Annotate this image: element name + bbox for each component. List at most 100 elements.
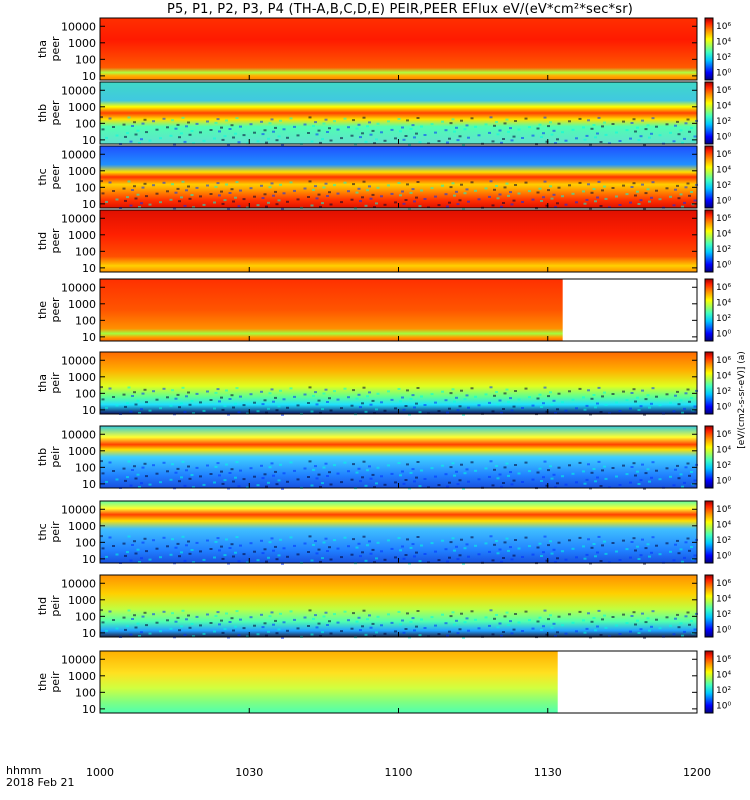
noise-speck bbox=[651, 536, 655, 539]
noise-speck bbox=[373, 142, 376, 145]
noise-speck bbox=[138, 561, 141, 563]
noise-speck bbox=[460, 538, 463, 541]
noise-speck bbox=[134, 626, 138, 629]
noise-speck bbox=[267, 201, 270, 204]
y-tick-label: 1000 bbox=[68, 520, 96, 533]
colorbar-tick-label: 10⁶ bbox=[716, 86, 731, 96]
noise-speck bbox=[453, 623, 456, 626]
noise-speck bbox=[538, 467, 542, 470]
noise-speck bbox=[296, 404, 300, 407]
noise-speck bbox=[611, 542, 615, 544]
noise-speck bbox=[587, 538, 590, 541]
colorbar-tick-label: 10⁶ bbox=[716, 22, 731, 32]
noise-speck bbox=[564, 203, 568, 206]
y-tick-label: 10000 bbox=[61, 653, 96, 666]
noise-speck bbox=[571, 128, 575, 131]
noise-speck bbox=[441, 613, 444, 616]
noise-speck bbox=[463, 398, 467, 401]
noise-speck bbox=[669, 624, 672, 627]
noise-speck bbox=[270, 182, 274, 185]
noise-speck bbox=[268, 186, 272, 189]
noise-speck bbox=[646, 188, 650, 191]
noise-speck bbox=[514, 539, 517, 541]
noise-speck bbox=[688, 474, 691, 477]
ylabel-species: peir bbox=[49, 372, 62, 394]
noise-speck bbox=[632, 388, 636, 391]
colorbar-tick-label: 10⁰ bbox=[716, 701, 731, 711]
noise-speck bbox=[423, 134, 427, 136]
noise-speck bbox=[545, 204, 549, 207]
noise-speck bbox=[100, 386, 103, 389]
noise-speck bbox=[369, 197, 373, 200]
noise-speck bbox=[134, 197, 138, 200]
noise-speck bbox=[585, 553, 589, 556]
noise-speck bbox=[489, 116, 493, 119]
noise-speck bbox=[550, 403, 554, 406]
noise-speck bbox=[242, 627, 246, 630]
noise-speck bbox=[639, 479, 643, 482]
noise-speck bbox=[141, 541, 145, 544]
noise-speck bbox=[444, 129, 448, 132]
noise-speck bbox=[347, 619, 350, 622]
noise-speck bbox=[402, 408, 406, 411]
noise-speck bbox=[220, 396, 223, 399]
noise-speck bbox=[371, 129, 375, 132]
colorbar-tick-label: 10⁰ bbox=[716, 551, 731, 561]
noise-speck bbox=[369, 552, 373, 555]
noise-speck bbox=[239, 125, 242, 128]
noise-speck bbox=[639, 554, 643, 557]
colorbar-tick-label: 10² bbox=[716, 53, 731, 63]
noise-speck bbox=[357, 542, 361, 545]
noise-speck bbox=[650, 551, 653, 554]
noise-speck bbox=[159, 481, 162, 484]
noise-speck bbox=[340, 481, 343, 484]
noise-speck bbox=[361, 132, 364, 135]
noise-speck bbox=[195, 615, 199, 618]
noise-speck bbox=[688, 549, 691, 552]
noise-speck bbox=[467, 555, 470, 558]
noise-speck bbox=[477, 553, 481, 556]
noise-speck bbox=[221, 557, 225, 560]
noise-speck bbox=[209, 399, 213, 401]
noise-speck bbox=[296, 553, 300, 556]
noise-speck bbox=[622, 184, 625, 187]
noise-speck bbox=[643, 143, 646, 146]
noise-speck bbox=[138, 635, 141, 637]
noise-speck bbox=[199, 195, 202, 198]
noise-speck bbox=[187, 465, 190, 468]
noise-speck bbox=[543, 535, 547, 538]
noise-speck bbox=[493, 617, 496, 620]
noise-speck bbox=[101, 192, 105, 195]
noise-speck bbox=[319, 141, 322, 144]
noise-speck bbox=[406, 612, 409, 615]
noise-speck bbox=[174, 546, 178, 549]
noise-speck bbox=[190, 194, 194, 196]
noise-speck bbox=[484, 393, 488, 396]
noise-speck bbox=[315, 626, 319, 629]
y-tick-label: 10 bbox=[82, 70, 96, 83]
noise-speck bbox=[449, 541, 453, 544]
noise-speck bbox=[303, 616, 307, 619]
noise-speck bbox=[632, 182, 636, 185]
colorbar-tick-label: 10⁰ bbox=[716, 260, 731, 270]
noise-speck bbox=[133, 465, 136, 468]
noise-speck bbox=[465, 124, 469, 127]
noise-speck bbox=[100, 460, 103, 463]
noise-speck bbox=[512, 628, 516, 631]
noise-speck bbox=[406, 389, 409, 392]
noise-speck bbox=[272, 400, 275, 403]
noise-speck bbox=[590, 191, 594, 194]
noise-speck bbox=[133, 540, 136, 543]
noise-speck bbox=[317, 129, 321, 132]
noise-speck bbox=[176, 616, 180, 619]
noise-speck bbox=[387, 184, 390, 187]
noise-speck bbox=[375, 408, 378, 411]
noise-speck bbox=[402, 202, 406, 205]
noise-speck bbox=[650, 196, 653, 199]
noise-speck bbox=[684, 541, 688, 544]
noise-speck bbox=[261, 403, 265, 406]
noise-speck bbox=[155, 398, 159, 401]
noise-speck bbox=[136, 129, 140, 132]
noise-speck bbox=[625, 193, 629, 196]
noise-speck bbox=[387, 539, 390, 542]
